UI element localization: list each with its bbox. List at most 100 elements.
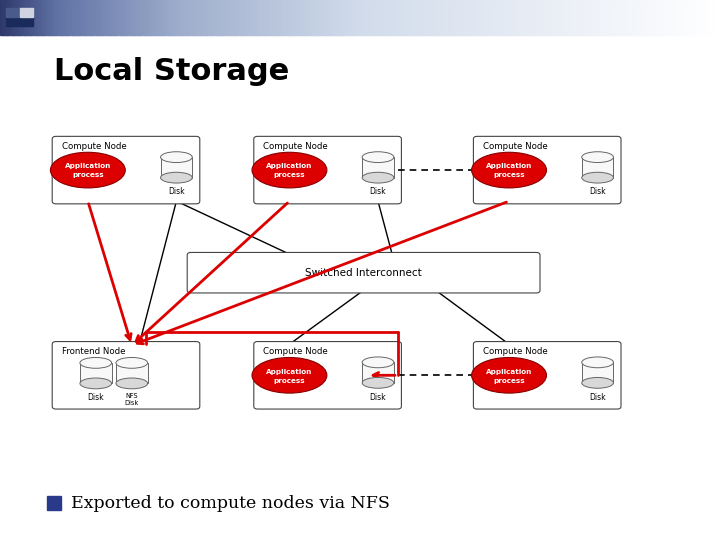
FancyBboxPatch shape — [52, 342, 199, 409]
Bar — [29, 0, 32, 35]
Bar — [384, 0, 387, 35]
Bar — [257, 0, 260, 35]
Bar — [595, 0, 598, 35]
Bar — [312, 0, 315, 35]
Bar — [74, 0, 78, 35]
Bar — [319, 0, 323, 35]
Bar — [223, 0, 226, 35]
Bar — [113, 0, 116, 35]
Bar — [99, 0, 102, 35]
Bar — [612, 0, 615, 35]
Bar — [149, 0, 152, 35]
Ellipse shape — [50, 152, 125, 188]
Bar — [96, 0, 99, 35]
Bar — [48, 0, 51, 35]
Bar — [125, 0, 128, 35]
Bar — [79, 0, 82, 35]
Bar — [6, 16, 19, 26]
Ellipse shape — [362, 152, 394, 163]
Bar — [307, 0, 310, 35]
Bar — [27, 0, 30, 35]
Bar — [408, 0, 411, 35]
Bar — [689, 0, 692, 35]
Bar — [209, 0, 212, 35]
Bar — [358, 0, 361, 35]
Bar — [72, 0, 75, 35]
Bar — [286, 0, 289, 35]
Bar — [120, 0, 123, 35]
Bar — [552, 0, 555, 35]
Bar — [420, 0, 423, 35]
Bar — [655, 0, 658, 35]
Bar — [686, 0, 690, 35]
Bar — [199, 0, 202, 35]
Bar — [297, 0, 301, 35]
Bar — [288, 0, 291, 35]
Bar — [271, 0, 274, 35]
Bar — [300, 0, 303, 35]
Bar — [487, 0, 490, 35]
Bar — [156, 0, 159, 35]
Bar — [372, 0, 375, 35]
Bar — [713, 0, 716, 35]
Bar — [295, 0, 298, 35]
Bar — [31, 0, 35, 35]
Ellipse shape — [582, 377, 613, 388]
Bar — [677, 0, 680, 35]
Bar — [590, 0, 593, 35]
Bar — [667, 0, 670, 35]
Bar — [675, 0, 678, 35]
Text: Exported to compute nodes via NFS: Exported to compute nodes via NFS — [71, 495, 390, 512]
Bar — [518, 0, 521, 35]
Text: Application: Application — [266, 368, 312, 375]
Bar — [86, 0, 89, 35]
Bar — [281, 0, 284, 35]
Bar — [247, 0, 251, 35]
Bar — [441, 0, 445, 35]
Bar — [171, 0, 174, 35]
Bar — [603, 0, 606, 35]
Bar — [132, 0, 135, 35]
Bar — [614, 0, 618, 35]
Bar — [266, 0, 269, 35]
Bar — [235, 0, 238, 35]
Bar — [302, 0, 305, 35]
Ellipse shape — [472, 152, 546, 188]
Bar — [682, 0, 685, 35]
Bar — [127, 0, 130, 35]
Bar — [185, 0, 188, 35]
Bar — [461, 0, 464, 35]
Bar — [158, 0, 161, 35]
Bar — [233, 0, 236, 35]
Text: Local Storage: Local Storage — [54, 57, 289, 86]
Bar — [214, 0, 217, 35]
Bar — [499, 0, 503, 35]
Text: process: process — [493, 172, 525, 179]
Bar — [367, 0, 370, 35]
Bar — [20, 16, 33, 26]
Bar — [504, 0, 507, 35]
Text: Disk: Disk — [369, 393, 387, 402]
Bar — [523, 0, 526, 35]
Bar — [648, 0, 651, 35]
Bar — [14, 0, 17, 35]
Bar — [624, 0, 627, 35]
Bar — [660, 0, 663, 35]
Bar — [382, 0, 384, 35]
Ellipse shape — [472, 357, 546, 393]
Text: process: process — [274, 377, 305, 384]
Bar — [665, 0, 668, 35]
Bar — [430, 0, 433, 35]
Bar — [197, 0, 200, 35]
Bar — [703, 0, 706, 35]
Bar — [485, 0, 488, 35]
Bar — [545, 0, 548, 35]
Bar — [672, 0, 675, 35]
Bar — [639, 0, 642, 35]
Bar — [2, 0, 6, 35]
Bar — [621, 0, 625, 35]
Bar — [473, 0, 476, 35]
Bar — [84, 0, 87, 35]
Bar — [9, 0, 13, 35]
Bar — [0, 0, 3, 35]
